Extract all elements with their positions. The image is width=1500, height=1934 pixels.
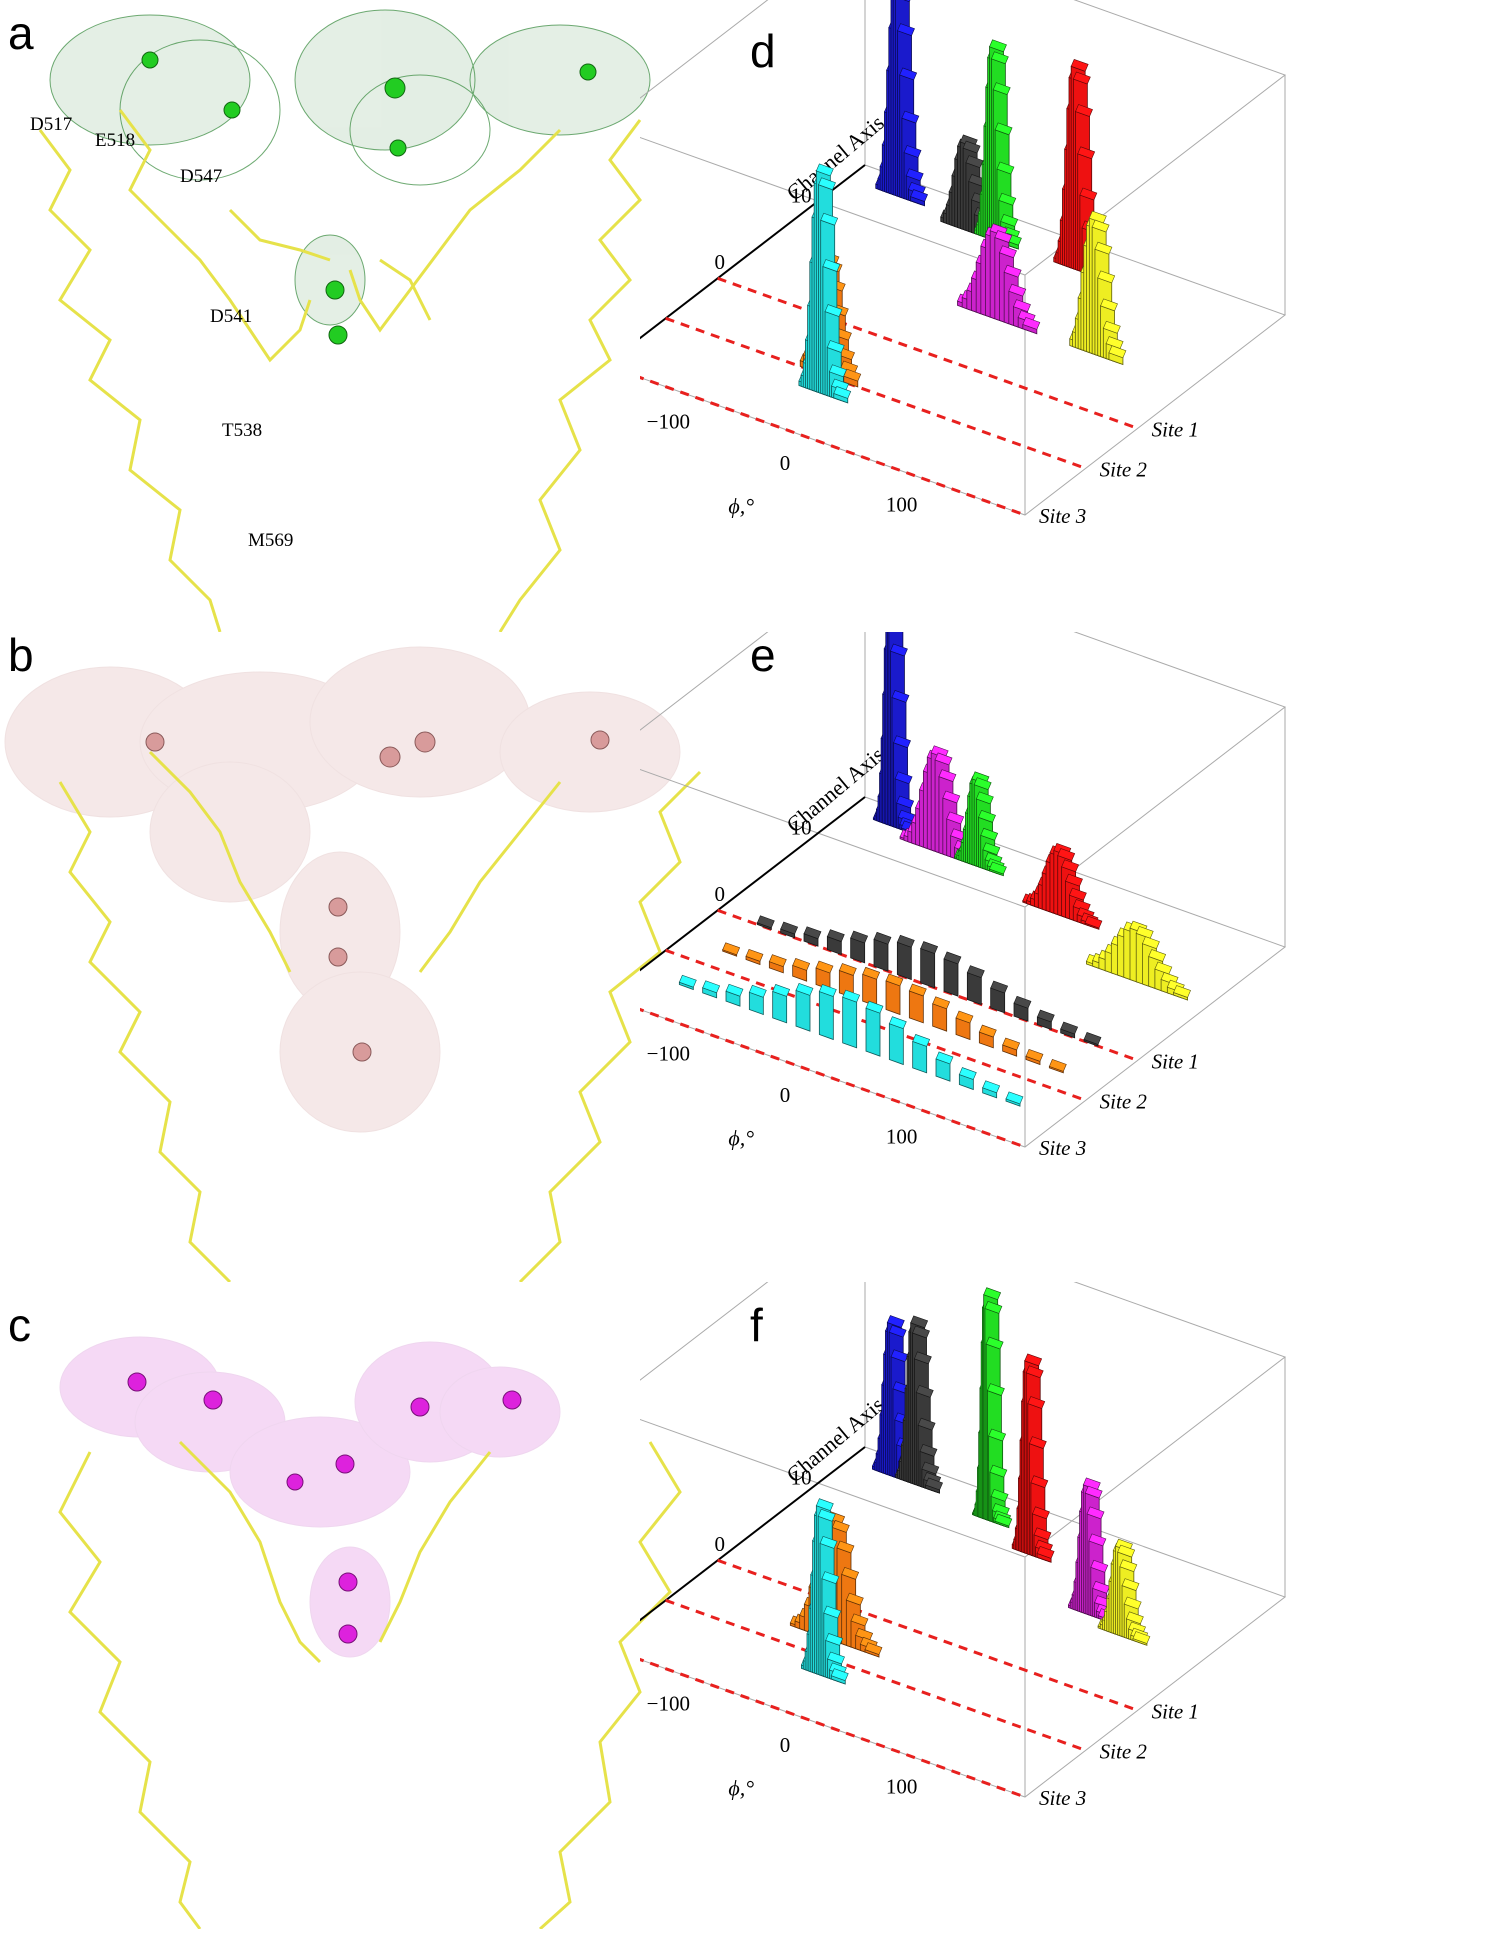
box-base bbox=[640, 1447, 1285, 1797]
histogram-series bbox=[972, 1288, 1011, 1528]
site-label-2: Site 2 bbox=[1100, 1739, 1148, 1763]
panel-c: c bbox=[0, 1282, 740, 1929]
backbone-a bbox=[40, 110, 640, 632]
site-line-2 bbox=[666, 318, 1086, 468]
x-axis-label: ϕ,° bbox=[728, 1125, 754, 1150]
mesh-cloud-b bbox=[5, 647, 680, 1132]
residue-label-d541: D541 bbox=[210, 306, 252, 327]
site-label-3: Site 3 bbox=[1039, 1136, 1086, 1160]
histogram-bar-top bbox=[1049, 1059, 1066, 1071]
site-label-2: Site 2 bbox=[1100, 1089, 1148, 1113]
histogram-bar bbox=[889, 1024, 903, 1065]
histogram-bar bbox=[843, 997, 857, 1048]
histogram-bar bbox=[886, 981, 900, 1015]
phi-tick-label: −100 bbox=[647, 409, 690, 433]
x-axis-label: ϕ,° bbox=[728, 1775, 754, 1800]
structure-c bbox=[0, 1282, 740, 1929]
panel-b: b bbox=[0, 632, 740, 1282]
histogram-series bbox=[1012, 1354, 1054, 1562]
histogram-bar bbox=[866, 1008, 880, 1056]
site-line-2 bbox=[666, 1600, 1086, 1750]
phi-tick-label: 100 bbox=[886, 1125, 918, 1149]
channel-axis-tick-label: 0 bbox=[715, 882, 726, 906]
histogram-bar bbox=[874, 939, 888, 971]
phi-tick-label: 100 bbox=[886, 1775, 918, 1799]
histogram-series bbox=[975, 40, 1022, 249]
histogram-bar bbox=[913, 1041, 927, 1072]
site-label-1: Site 1 bbox=[1152, 1049, 1199, 1073]
channel-axis-tick-label: 0 bbox=[715, 250, 726, 274]
residue-label-d517: D517 bbox=[30, 114, 72, 135]
box-top bbox=[640, 632, 1285, 907]
histogram-bar bbox=[897, 942, 911, 979]
histogram-bar bbox=[819, 991, 833, 1039]
panel-letter-c: c bbox=[8, 1302, 31, 1348]
phi-tick-label: 0 bbox=[780, 1733, 791, 1757]
histogram-bar bbox=[773, 991, 787, 1022]
histogram-bar bbox=[921, 949, 935, 988]
histogram-series bbox=[1023, 843, 1102, 929]
histogram-series bbox=[955, 772, 1007, 876]
site-label-2: Site 2 bbox=[1100, 457, 1148, 481]
histogram-bar-top bbox=[723, 943, 740, 955]
histogram-bar bbox=[796, 990, 810, 1031]
histogram-series bbox=[958, 224, 1040, 334]
phi-tick-label: 100 bbox=[886, 493, 918, 517]
structure-a: D517 E518 D547 D541 T538 M569 bbox=[0, 0, 740, 632]
panel-letter-d: d bbox=[750, 28, 776, 74]
panel-a: a D517 E5 bbox=[0, 0, 740, 632]
histogram-bar bbox=[944, 959, 958, 996]
panel-letter-a: a bbox=[8, 10, 34, 56]
site-line-1 bbox=[718, 278, 1138, 428]
phi-tick-label: 0 bbox=[780, 1083, 791, 1107]
residue-label-m569: M569 bbox=[248, 530, 293, 551]
box-top bbox=[640, 1282, 1285, 1557]
histogram-series bbox=[873, 632, 918, 835]
panel-letter-b: b bbox=[8, 632, 34, 678]
structure-b bbox=[0, 632, 740, 1282]
site-label-1: Site 1 bbox=[1152, 1699, 1199, 1723]
histogram-series bbox=[1086, 921, 1190, 1000]
residue-label-t538: T538 bbox=[222, 420, 262, 441]
residue-label-d547: D547 bbox=[180, 166, 222, 187]
panel-letter-e: e bbox=[750, 632, 776, 678]
channel-axis-tick-label: 0 bbox=[715, 1532, 726, 1556]
phi-tick-label: 0 bbox=[780, 451, 791, 475]
panel-letter-f: f bbox=[750, 1302, 763, 1348]
site-label-3: Site 3 bbox=[1039, 504, 1086, 528]
histogram-bar bbox=[909, 991, 923, 1023]
site-label-3: Site 3 bbox=[1039, 1786, 1086, 1810]
site-label-1: Site 1 bbox=[1152, 417, 1199, 441]
residue-label-e518: E518 bbox=[95, 130, 135, 151]
histogram-bar-top bbox=[757, 916, 774, 928]
x-axis-label: ϕ,° bbox=[728, 493, 754, 518]
histogram-bar bbox=[967, 973, 981, 1005]
phi-tick-label: −100 bbox=[647, 1691, 690, 1715]
phi-tick-label: −100 bbox=[647, 1041, 690, 1065]
histogram-bar-top bbox=[1085, 916, 1102, 928]
